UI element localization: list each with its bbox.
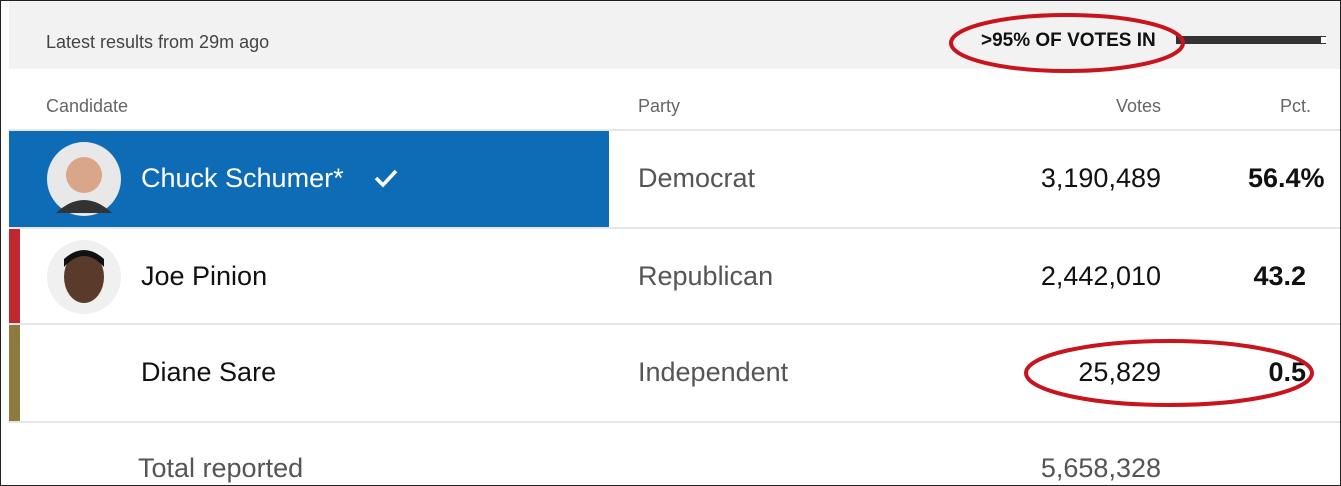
highlight-ellipse: [951, 15, 1183, 71]
highlight-ellipse: [1026, 341, 1312, 405]
results-page: Latest results from 29m ago >95% OF VOTE…: [0, 0, 1341, 486]
annotations: [1, 1, 1340, 485]
